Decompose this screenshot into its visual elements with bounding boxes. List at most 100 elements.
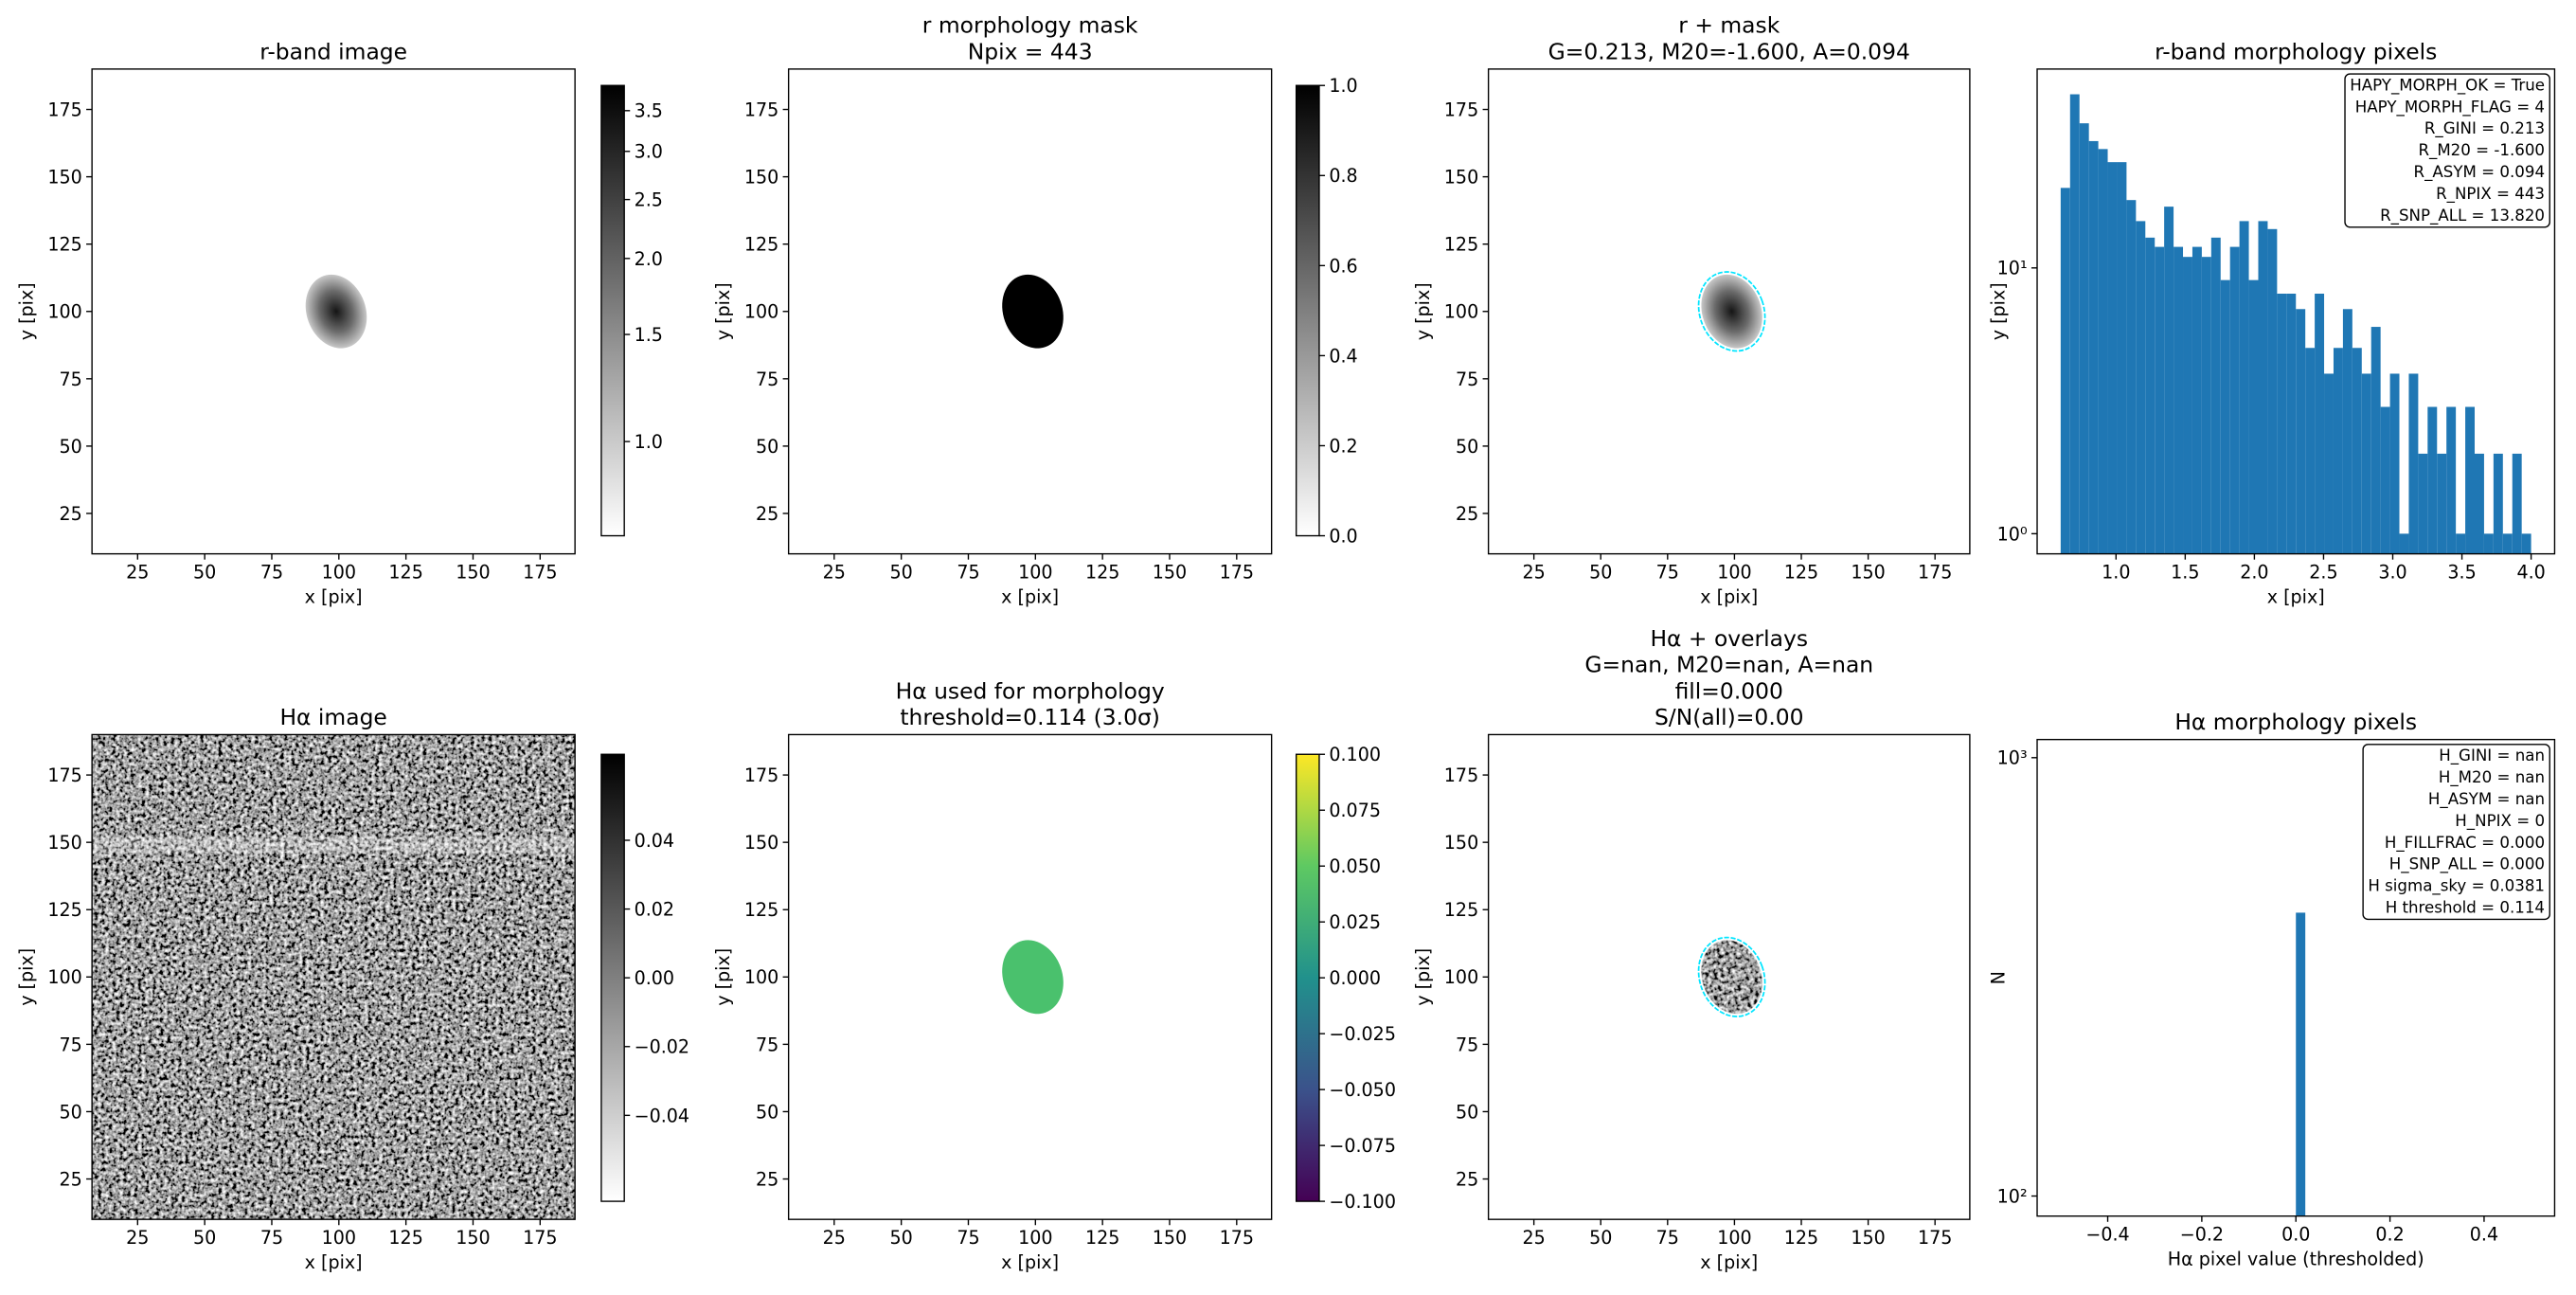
- colorbar: [1295, 753, 1320, 1202]
- x-tick-label: 75: [957, 1228, 979, 1249]
- x-tick-label: 175: [1220, 1228, 1254, 1249]
- y-axis-label: y [pix]: [713, 282, 734, 340]
- panel-title: Npix = 443: [968, 38, 1093, 64]
- colorbar-tick-label: 1.0: [635, 432, 663, 453]
- hist-bar: [2493, 453, 2503, 554]
- source-blob: [1002, 940, 1064, 1015]
- hist-bar: [2210, 237, 2221, 554]
- stats-line: H_FILLFRAC = 0.000: [2385, 834, 2545, 853]
- hist-bar: [2315, 293, 2325, 554]
- y-tick-label: 50: [1456, 437, 1478, 458]
- y-tick-label: 50: [1456, 1102, 1478, 1123]
- x-tick-label: −0.2: [2180, 1225, 2224, 1246]
- hist-bar: [2079, 123, 2089, 554]
- colorbar-tick-label: 0.4: [1329, 346, 1357, 367]
- hist-bar: [2427, 406, 2438, 554]
- panel-title: Hα image: [279, 704, 386, 730]
- x-tick-label: 3.5: [2447, 563, 2476, 584]
- hist-bar: [2446, 406, 2457, 554]
- panel: 25 50 75 100 125 150 175 25 50 75 100 125 150 175 x [p…: [713, 677, 1396, 1273]
- y-tick-label: 75: [756, 369, 778, 390]
- y-tick-label: 75: [756, 1034, 778, 1055]
- hist-bar: [2107, 162, 2118, 554]
- hist-bar: [2437, 453, 2447, 554]
- x-tick-label: 50: [193, 1228, 216, 1249]
- x-tick-label: 0.0: [2281, 1225, 2310, 1246]
- colorbar-tick-label: 1.5: [635, 325, 663, 346]
- y-tick-label: 10²: [1997, 1186, 2028, 1207]
- hist-bar: [2183, 257, 2192, 554]
- y-tick-label: 150: [744, 833, 778, 854]
- x-tick-label: 150: [456, 563, 490, 584]
- y-tick-label: 100: [744, 302, 778, 323]
- y-axis-label: N: [1988, 971, 2009, 984]
- panel-title: threshold=0.114 (3.0σ): [900, 704, 1160, 730]
- hist-bar: [2296, 309, 2306, 554]
- x-axis-label: x [pix]: [1001, 1252, 1059, 1273]
- colorbar-tick-label: 2.0: [635, 249, 663, 270]
- x-tick-label: 150: [1153, 1228, 1187, 1249]
- hist-bar: [2117, 162, 2127, 554]
- y-axis-label: y [pix]: [1413, 948, 1434, 1006]
- x-tick-label: 100: [322, 563, 356, 584]
- stats-line: H sigma_sky = 0.0381: [2368, 877, 2545, 896]
- panel: 25 50 75 100 125 150 175 25 50 75 100 125 150 175 x [p…: [17, 704, 689, 1273]
- stats-box-frame: [2344, 73, 2550, 228]
- panel-title: r morphology mask: [922, 12, 1138, 39]
- x-tick-label: 50: [1589, 1228, 1612, 1249]
- x-tick-label: 50: [890, 1228, 913, 1249]
- y-tick-label: 25: [1456, 504, 1478, 525]
- stats-box: HAPY_MORPH_OK = True HAPY_MORPH_FLAG = 4 R…: [2344, 73, 2550, 228]
- hist-bar: [2248, 279, 2259, 554]
- y-tick-label: 100: [1444, 302, 1478, 323]
- hist-bar: [2418, 453, 2428, 554]
- hist-bar: [2258, 221, 2268, 554]
- source-blob: [1701, 940, 1762, 1015]
- hist-bar: [2305, 348, 2316, 554]
- hist-bar: [2512, 453, 2522, 554]
- y-axis-label: y [pix]: [1988, 282, 2009, 340]
- panel: 25 50 75 100 125 150 175 25 50 75 100 125 150 175 x [p…: [1413, 625, 1971, 1273]
- hist-bar: [2136, 221, 2146, 554]
- y-tick-label: 175: [744, 765, 778, 786]
- x-tick-label: 1.5: [2171, 563, 2199, 584]
- x-tick-label: 75: [260, 563, 283, 584]
- y-tick-label: 75: [1456, 369, 1478, 390]
- y-tick-label: 75: [1456, 1034, 1478, 1055]
- colorbar: [600, 84, 625, 537]
- hist-bar: [2239, 221, 2249, 554]
- y-tick-label: 75: [59, 369, 81, 390]
- x-tick-label: 175: [1918, 1228, 1952, 1249]
- colorbar-tick-label: 3.0: [635, 142, 663, 163]
- y-axis-label: y [pix]: [713, 948, 734, 1006]
- y-axis-label: y [pix]: [1413, 282, 1434, 340]
- y-tick-label: 150: [47, 833, 81, 854]
- x-tick-label: 125: [1784, 1228, 1818, 1249]
- y-tick-label: 150: [1444, 833, 1478, 854]
- hist-bar: [2399, 533, 2409, 554]
- y-tick-label: 175: [744, 99, 778, 120]
- plot-area: [1697, 271, 1766, 352]
- x-tick-label: 75: [1656, 563, 1679, 584]
- panel: 1.0 1.5 2.0 2.5 3.0 3.5 4.0 10⁰ 10¹ x [pix] y [pix…: [1988, 38, 2556, 608]
- stats-line: R_GINI = 0.213: [2424, 119, 2545, 138]
- panel: −0.4 −0.2 0.0 0.2 0.4 10² 10³ Hα pixel value (t…: [1988, 709, 2556, 1270]
- hist-bar: [2155, 246, 2165, 554]
- panel-title: Hα used for morphology: [896, 677, 1165, 704]
- stats-line: R_SNP_ALL = 13.820: [2380, 207, 2545, 225]
- colorbar-tick-label: 0.025: [1329, 912, 1381, 933]
- hist-bar: [2164, 207, 2174, 554]
- colorbar-tick-label: 0.100: [1329, 745, 1381, 765]
- x-tick-label: 1.0: [2102, 563, 2130, 584]
- y-tick-label: 25: [59, 504, 81, 525]
- colorbar-tick-label: 1.0: [1329, 76, 1357, 97]
- stats-line: H_NPIX = 0: [2455, 812, 2545, 831]
- colorbar-tick-label: 0.050: [1329, 856, 1381, 877]
- y-tick-label: 100: [47, 967, 81, 988]
- x-tick-label: 0.4: [2470, 1225, 2498, 1246]
- y-tick-label: 125: [1444, 235, 1478, 256]
- plot-area: [2296, 912, 2306, 1216]
- colorbar-tick-label: 3.5: [635, 101, 663, 122]
- hist-bar: [2201, 257, 2211, 554]
